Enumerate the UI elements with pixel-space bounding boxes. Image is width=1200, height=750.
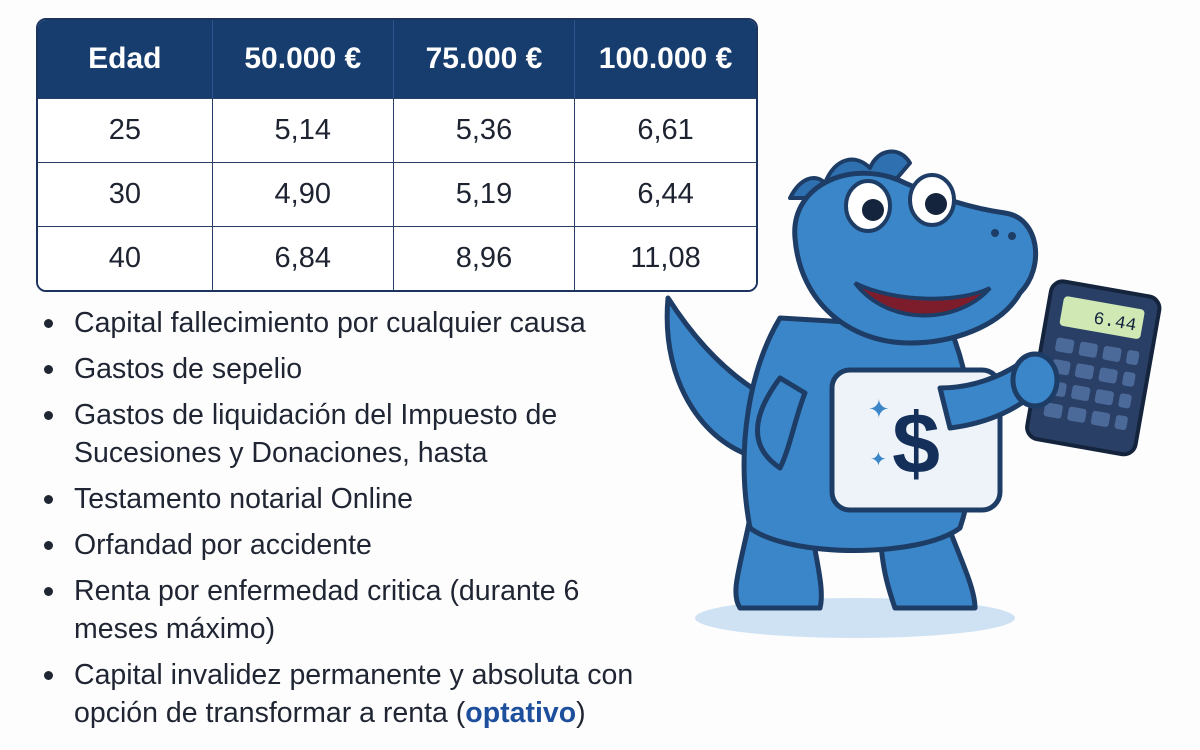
feature-text: Gastos de liquidación del Impuesto de Su… — [74, 399, 558, 469]
list-item: Capital invalidez permanente y absoluta … — [40, 656, 660, 732]
feature-text: Renta por enfermedad critica (durante 6 … — [74, 575, 580, 645]
calculator-icon: 6.44 — [1025, 279, 1162, 457]
cell-age: 30 — [38, 162, 213, 226]
cell-price: 5,14 — [212, 98, 394, 162]
bullet-icon — [44, 671, 53, 680]
bullet-icon — [44, 411, 53, 420]
cell-age: 25 — [38, 98, 213, 162]
cell-price: 5,36 — [393, 98, 576, 162]
list-item: Gastos de sepelio — [40, 350, 660, 388]
bullet-icon — [44, 541, 53, 550]
mascot-mouth — [853, 281, 992, 318]
cell-price: 4,90 — [212, 162, 394, 226]
table-row: 40 6,84 8,96 11,08 — [38, 226, 756, 290]
table-header-row: Edad 50.000 € 75.000 € 100.000 € — [38, 20, 756, 98]
feature-text: Gastos de sepelio — [74, 353, 303, 385]
mascot-left-arm — [755, 375, 808, 471]
list-item: Testamento notarial Online — [40, 480, 660, 518]
bullet-icon — [44, 495, 53, 504]
mascot-hand — [1010, 351, 1060, 409]
cell-price: 5,19 — [393, 162, 576, 226]
mascot-left-pupil — [862, 199, 884, 221]
cell-price: 6,84 — [212, 226, 394, 290]
header-75000: 75.000 € — [393, 20, 576, 98]
optional-paren-open: ( — [455, 697, 466, 729]
cell-age: 40 — [38, 226, 213, 290]
dollar-icon: $ — [892, 396, 940, 492]
bullet-icon — [44, 365, 53, 374]
optional-paren-close: ) — [576, 697, 586, 729]
list-item: Renta por enfermedad critica (durante 6 … — [40, 572, 660, 648]
bullet-icon — [44, 587, 53, 596]
bullet-icon — [44, 319, 53, 328]
header-edad: Edad — [38, 20, 213, 98]
table-row: 25 5,14 5,36 6,61 — [38, 98, 756, 162]
list-item: Gastos de liquidación del Impuesto de Su… — [40, 396, 660, 472]
mascot-nostril — [991, 229, 999, 237]
feature-text: Orfandad por accidente — [74, 529, 372, 561]
sparkle-icon: ✦ — [868, 395, 890, 425]
list-item: Capital fallecimiento por cualquier caus… — [40, 304, 660, 342]
sparkle-icon: ✦ — [870, 447, 887, 471]
optional-label: optativo — [465, 697, 577, 729]
list-item: Orfandad por accidente — [40, 526, 660, 564]
cell-price: 8,96 — [393, 226, 576, 290]
table-row: 30 4,90 5,19 6,44 — [38, 162, 756, 226]
mascot-nostril — [1008, 232, 1016, 240]
coverage-list: Capital fallecimiento por cualquier caus… — [40, 304, 660, 740]
header-50000: 50.000 € — [212, 20, 394, 98]
header-100000: 100.000 € — [575, 20, 756, 98]
mascot-right-pupil — [925, 193, 947, 215]
feature-text: Testamento notarial Online — [74, 483, 414, 515]
feature-text: Capital invalidez permanente y absoluta … — [74, 659, 634, 729]
feature-text: Capital fallecimiento por cualquier caus… — [74, 307, 586, 339]
dinosaur-mascot-illustration: $ ✦ ✦ ✦ 6.44 — [664, 149, 1162, 638]
cell-price: 6,61 — [575, 98, 756, 162]
cell-price: 6,44 — [575, 162, 756, 226]
cell-price: 11,08 — [575, 226, 756, 290]
price-table: Edad 50.000 € 75.000 € 100.000 € 25 5,14… — [36, 18, 758, 292]
